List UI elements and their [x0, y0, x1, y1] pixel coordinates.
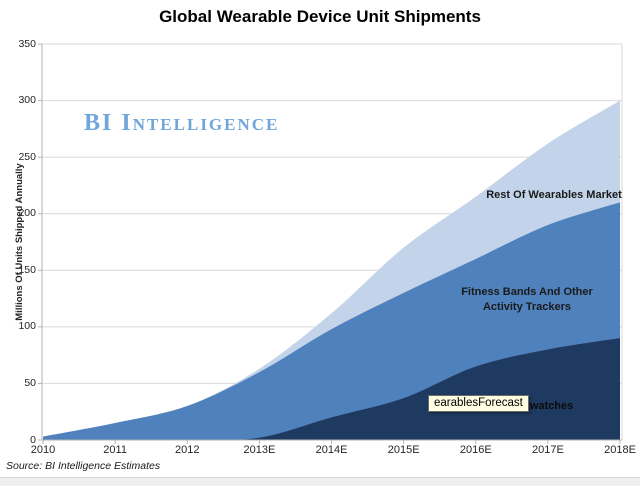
x-tick-label: 2013E — [243, 444, 276, 456]
y-tick-label: 50 — [24, 376, 36, 389]
x-tick-label: 2015E — [387, 444, 420, 456]
fitness-label-line2: Activity Trackers — [482, 301, 572, 314]
x-tick-label: 2014E — [315, 444, 348, 456]
y-tick-label: 300 — [18, 94, 36, 107]
x-tick-label: 2010 — [30, 444, 56, 456]
area-smartwatches — [43, 338, 620, 441]
x-tick-label: 2011 — [103, 444, 127, 456]
x-tick-label: 2012 — [175, 444, 200, 456]
x-tick-label: 2017E — [531, 444, 564, 456]
y-tick-label: 0 — [30, 433, 36, 446]
source-note: Source: BI Intelligence Estimates — [6, 460, 161, 472]
series-label-rest-of-wearables: Rest Of Wearables Market — [486, 189, 622, 201]
fitness-label-line1: Fitness Bands And Other — [461, 286, 593, 298]
y-tick-label: 150 — [18, 263, 36, 276]
footer-strip — [0, 477, 640, 486]
bi-intelligence-watermark: BI Intelligence — [84, 110, 280, 136]
y-tick-label: 100 — [18, 320, 36, 333]
y-tick-label: 200 — [18, 207, 36, 220]
sheet-name-tooltip: earablesForecast — [428, 395, 529, 412]
x-tick-label: 2018E — [604, 444, 636, 456]
x-tick-label: 2016E — [459, 444, 492, 456]
chart-title: Global Wearable Device Unit Shipments — [159, 7, 481, 26]
y-tick-label: 350 — [18, 37, 36, 50]
series-label-fitness-bands: Fitness Bands And Other Activity Tracker… — [442, 285, 612, 316]
y-tick-label: 250 — [18, 150, 36, 163]
